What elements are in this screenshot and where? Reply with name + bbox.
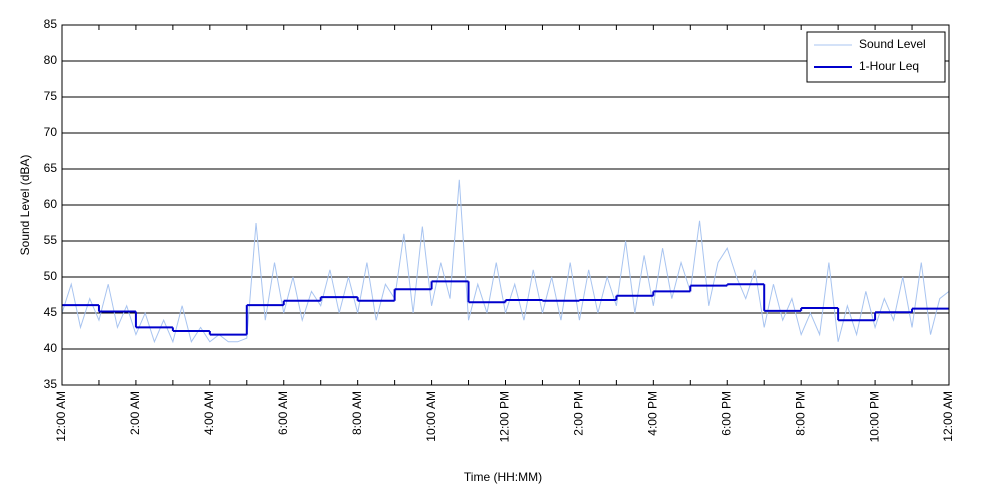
x-tick-label: 12:00 AM — [54, 391, 68, 442]
x-tick-label: 8:00 PM — [793, 391, 807, 436]
legend-box — [806, 31, 946, 83]
x-tick-label: 4:00 PM — [646, 391, 660, 436]
sound-level-line — [61, 179, 950, 344]
y-tick-label: 70 — [44, 125, 58, 139]
y-tick-label: 40 — [44, 341, 58, 355]
y-tick-label: 60 — [44, 197, 58, 211]
x-tick-label: 12:00 AM — [941, 391, 955, 442]
y-tick-label: 55 — [44, 233, 58, 247]
x-tick-label: 10:00 PM — [867, 391, 881, 442]
y-axis-label: Sound Level (dBA) — [18, 155, 32, 256]
y-tick-label: 45 — [44, 305, 58, 319]
y-tick-label: 35 — [44, 377, 58, 391]
y-tick-label: 85 — [44, 17, 58, 31]
x-tick-label: 12:00 PM — [498, 391, 512, 442]
x-tick-label: 6:00 PM — [719, 391, 733, 436]
legend-label: 1-Hour Leq — [859, 59, 919, 73]
y-tick-label: 50 — [44, 269, 58, 283]
x-tick-label: 10:00 AM — [424, 391, 438, 442]
x-tick-label: 4:00 AM — [202, 391, 216, 435]
x-tick-label: 2:00 PM — [572, 391, 586, 436]
y-tick-label: 65 — [44, 161, 58, 175]
x-tick-label: 6:00 AM — [276, 391, 290, 435]
y-tick-label: 75 — [44, 89, 58, 103]
x-tick-label: 2:00 AM — [128, 391, 142, 435]
y-tick-label: 80 — [44, 53, 58, 67]
x-axis-label: Time (HH:MM) — [464, 470, 542, 484]
legend-label: Sound Level — [859, 37, 926, 51]
x-tick-label: 8:00 AM — [350, 391, 364, 435]
plot-frame — [61, 24, 950, 386]
